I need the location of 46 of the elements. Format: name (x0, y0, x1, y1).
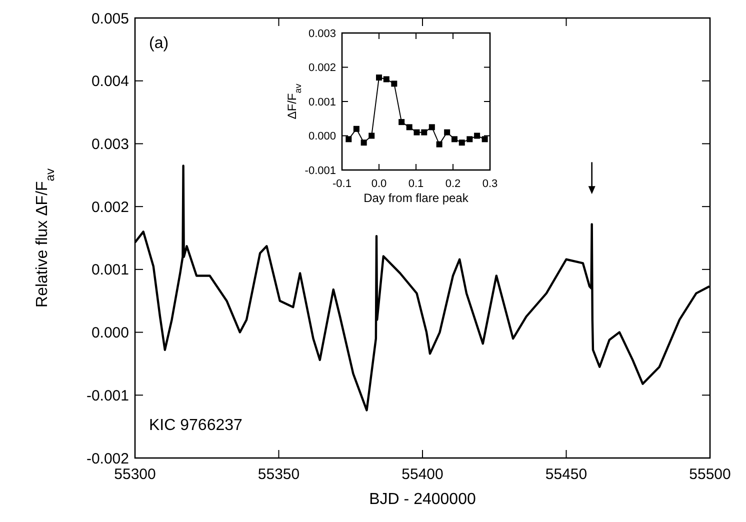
y-tick-label: -0.002 (86, 450, 129, 468)
y-tick-label: -0.001 (304, 164, 336, 177)
point (391, 80, 398, 87)
x-tick-label: 55500 (689, 466, 731, 483)
point (353, 126, 360, 132)
annotation: (a) (149, 35, 169, 52)
y-tick-label: 0.000 (91, 324, 129, 342)
y-tick-label: 0.003 (91, 136, 129, 153)
x-tick-label: 55450 (545, 466, 588, 483)
point (451, 136, 458, 142)
y-tick-label: 0.000 (308, 130, 336, 143)
annotation: KIC 9766237 (149, 417, 243, 434)
x-tick-label: 0.3 (482, 178, 498, 190)
point (406, 124, 412, 130)
point (368, 132, 375, 139)
y-tick-label: 0.004 (91, 73, 129, 90)
point (444, 129, 450, 136)
y-tick-label: 0.001 (91, 262, 129, 279)
x-axis-title: Day from flare peak (364, 191, 470, 205)
point (474, 132, 480, 139)
y-tick-label: 0.002 (91, 198, 129, 216)
point (428, 124, 435, 130)
point (398, 119, 405, 126)
y-tick-label: 0.005 (91, 10, 129, 28)
point (482, 136, 488, 142)
x-tick-label: 0.0 (371, 178, 387, 190)
x-tick-label: -0.1 (332, 178, 352, 190)
y-tick-label: 0.003 (308, 28, 336, 40)
x-tick-label: 0.1 (408, 178, 424, 190)
x-tick-label: 55300 (114, 466, 156, 483)
point (436, 141, 442, 148)
point (360, 140, 367, 146)
point (466, 136, 473, 142)
y-tick-label: 0.002 (308, 62, 336, 74)
point (346, 136, 352, 142)
x-tick-label: 55400 (402, 466, 444, 483)
point (383, 76, 390, 82)
y-tick-label: 0.001 (308, 96, 336, 108)
y-tick-label: -0.001 (86, 387, 129, 404)
point (421, 129, 428, 136)
point (414, 129, 420, 136)
x-tick-label: 0.2 (445, 178, 461, 190)
x-tick-label: 55350 (258, 466, 300, 483)
point (376, 74, 382, 81)
point (458, 140, 465, 146)
x-axis-title: BJD - 2400000 (369, 491, 476, 508)
